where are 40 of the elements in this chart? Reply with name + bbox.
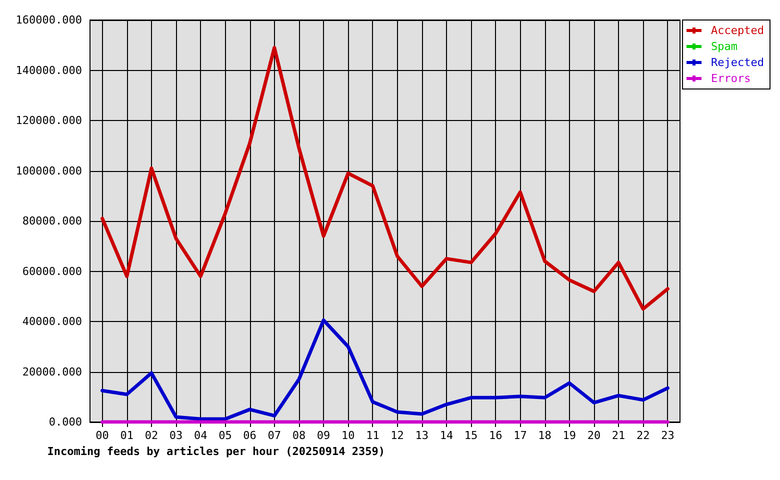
x-tick-label: 10 [342,429,355,442]
x-tick-label: 00 [96,429,109,442]
x-tick-label: 13 [415,429,428,442]
y-tick-label: 0.000 [48,416,82,428]
x-tick-label: 19 [562,429,576,442]
y-tick-label: 100000.000 [16,164,82,178]
x-tick-label: 08 [292,429,306,442]
x-tick-label: 22 [636,429,650,442]
x-tick-label: 09 [316,429,330,442]
y-tick-label: 120000.000 [16,114,82,127]
x-tick-label: 03 [169,429,183,442]
y-tick-label: 40000.000 [22,315,82,328]
x-tick-label: 02 [144,429,158,442]
x-tick-label: 11 [366,429,380,442]
y-tick-label: 80000.000 [22,214,82,228]
x-tick-label: 23 [661,429,674,442]
x-tick-label: 21 [612,429,626,442]
legend-label: Spam [711,40,738,53]
legend-label: Rejected [711,56,764,69]
line-series [100,318,670,421]
x-tick-label: 12 [390,429,404,442]
x-tick-label: 16 [489,429,502,442]
x-tick-label: 18 [538,429,552,442]
x-tick-label: 14 [440,429,454,442]
x-axis-title: Incoming feeds by articles per hour (20250914 2359) [47,444,385,458]
line-series [100,46,670,311]
x-tick-label: 15 [464,429,478,442]
x-tick-label: 01 [120,429,134,442]
x-tick-label: 06 [243,429,256,442]
legend-label: Errors [711,72,751,85]
x-tick-label: 07 [268,429,281,442]
y-tick-label: 140000.000 [16,64,82,77]
y-tick-label: 60000.000 [22,264,82,278]
x-tick-label: 17 [514,429,527,442]
x-tick-label: 20 [587,429,601,442]
legend-label: Accepted [711,24,764,37]
y-tick-label: 160000.000 [16,14,82,26]
y-tick-label: 20000.000 [22,365,82,378]
x-tick-label: 04 [194,429,208,442]
x-tick-label: 05 [218,429,232,442]
